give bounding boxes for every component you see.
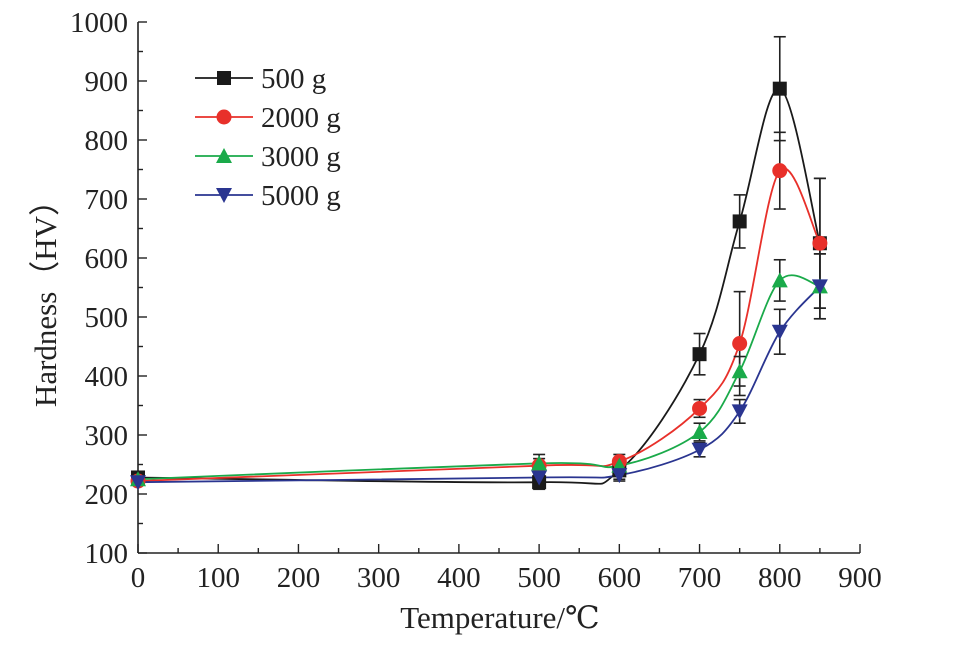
legend-marker (216, 109, 232, 125)
x-tick-label-800: 800 (758, 562, 802, 594)
point-5000g-850 (811, 279, 828, 295)
legend-label: 2000 g (261, 102, 341, 134)
x-axis-title: Temperature/℃ (400, 600, 599, 635)
series-line-2000g (137, 167, 821, 482)
x-tick-label-500: 500 (517, 562, 561, 594)
axes: 0 100 200 300 400 500 600 700 800 900100200300400… (70, 7, 882, 594)
y-tick-label-900: 900 (85, 66, 129, 98)
x-tick-label-200: 200 (277, 562, 321, 594)
point-3000g-800 (771, 272, 788, 288)
legend-item-3000g: 3000 g (195, 141, 341, 173)
legend: 500 g 2000 g 3000 g 5000 g (195, 63, 341, 212)
point-3000g-500 (531, 455, 548, 471)
point-500g-800 (772, 81, 787, 96)
legend-item-5000g: 5000 g (195, 180, 341, 212)
legend-item-2000g: 2000 g (195, 102, 341, 134)
y-tick-label-400: 400 (85, 361, 129, 393)
point-5000g-600 (611, 468, 628, 484)
legend-label: 3000 g (261, 141, 341, 173)
data-markers (130, 81, 828, 491)
legend-marker (216, 148, 232, 163)
x-tick-label-0: 0 (131, 562, 146, 594)
y-tick-label-500: 500 (85, 302, 129, 334)
series-line-3000g (137, 274, 821, 481)
point-5000g-0 (130, 475, 146, 491)
x-tick-label-900: 900 (838, 562, 882, 594)
point-5000g-500 (531, 470, 548, 486)
legend-marker (217, 71, 231, 85)
legend-label: 500 g (261, 63, 326, 95)
y-tick-label-100: 100 (85, 538, 129, 570)
y-tick-label-300: 300 (85, 420, 129, 452)
y-tick-label-1000: 1000 (70, 7, 128, 39)
point-2000g-800 (772, 163, 788, 179)
legend-marker (216, 188, 232, 203)
x-tick-label-700: 700 (678, 562, 722, 594)
point-5000g-700 (691, 442, 708, 458)
point-2000g-700 (692, 400, 708, 416)
y-tick-label-200: 200 (85, 479, 129, 511)
point-500g-750 (732, 214, 747, 229)
point-3000g-750 (731, 363, 748, 379)
series-line-5000g (137, 285, 821, 484)
point-5000g-750 (731, 404, 748, 420)
point-500g-700 (692, 347, 707, 362)
x-tick-label-100: 100 (196, 562, 240, 594)
x-tick-label-600: 600 (598, 562, 642, 594)
series-curves (137, 87, 821, 485)
legend-item-500g: 500 g (195, 63, 326, 95)
x-tick-label-400: 400 (437, 562, 481, 594)
point-3000g-700 (691, 424, 708, 440)
x-tick-label-300: 300 (357, 562, 401, 594)
point-5000g-800 (771, 324, 788, 340)
legend-label: 5000 g (261, 180, 341, 212)
y-tick-label-700: 700 (85, 184, 129, 216)
y-axis-title: Hardness（HV） (28, 185, 63, 407)
y-tick-label-600: 600 (85, 243, 129, 275)
y-tick-label-800: 800 (85, 125, 129, 157)
point-2000g-850 (812, 235, 828, 251)
series-line-500g (137, 87, 821, 485)
error-bars (132, 35, 826, 491)
point-2000g-750 (732, 336, 748, 352)
